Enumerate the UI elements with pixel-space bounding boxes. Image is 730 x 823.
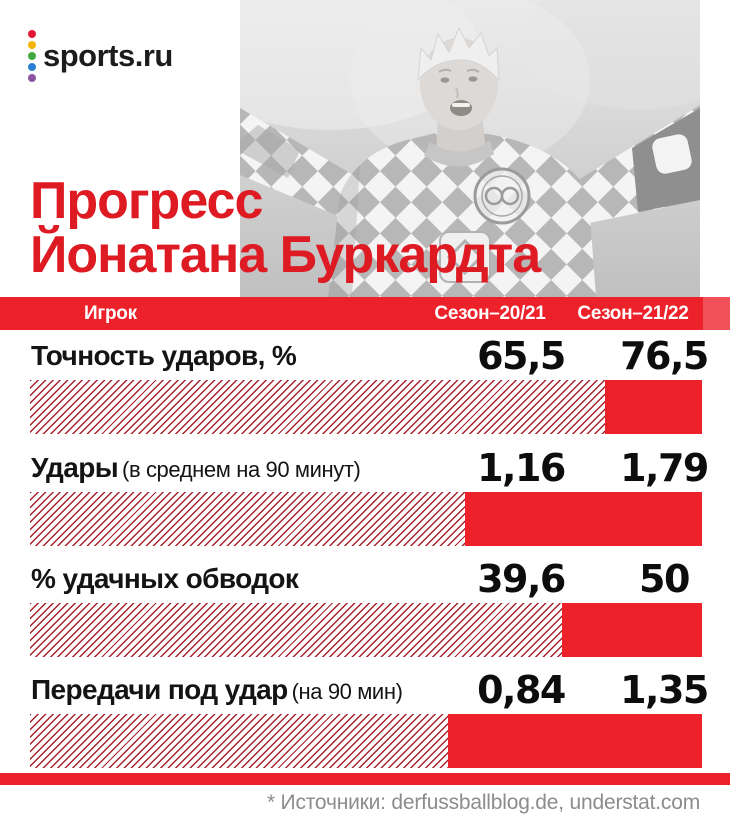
stat-head: Точность ударов, % 65,5 76,5 — [31, 336, 730, 376]
stat-head: Передачи под удар (на 90 мин) 0,84 1,35 — [31, 670, 730, 710]
progress-bar — [30, 492, 702, 546]
stat-note: (на 90 мин) — [291, 679, 403, 704]
stat-row-key-passes: Передачи под удар (на 90 мин) 0,84 1,35 — [0, 670, 730, 770]
stat-value-season-2122: 50 — [639, 557, 690, 601]
page-title: Прогресс Йонатана Буркардта — [30, 172, 541, 284]
stat-value-season-2122: 1,79 — [620, 446, 709, 490]
progress-bar — [30, 603, 702, 657]
progress-bar-delta — [465, 492, 702, 546]
stat-label: Точность ударов, % — [31, 340, 297, 371]
progress-bar — [30, 714, 702, 768]
page-title-line1: Прогресс — [30, 172, 263, 230]
table-header-bar: Игрок Сезон–20/21 Сезон–21/22 — [0, 297, 730, 330]
stat-value-season-2122: 1,35 — [620, 668, 709, 712]
header-fade-overlay — [703, 297, 730, 330]
stat-label: % удачных обводок — [31, 563, 299, 594]
player-photo-art — [240, 0, 700, 297]
progress-bar-delta — [447, 714, 702, 768]
sports-ru-logo: sports.ru — [28, 30, 173, 82]
stat-note: (в среднем на 90 минут) — [122, 457, 361, 482]
stat-head: % удачных обводок 39,6 50 — [31, 559, 730, 599]
stat-head: Удары (в среднем на 90 минут) 1,16 1,79 — [31, 448, 730, 488]
progress-bar — [30, 380, 702, 434]
stat-value-season-2122: 76,5 — [620, 334, 709, 378]
sports-ru-wordmark: sports.ru — [43, 38, 173, 73]
stat-label: Удары — [31, 452, 119, 483]
page-title-line2: Йонатана Буркардта — [30, 226, 541, 284]
progress-bar-delta — [562, 603, 702, 657]
progress-bar-delta — [605, 380, 702, 434]
stat-row-shots-per-90: Удары (в среднем на 90 минут) 1,16 1,79 — [0, 448, 730, 548]
bottom-red-strip — [0, 773, 730, 785]
stat-value-season-2021: 0,84 — [477, 668, 566, 712]
column-header-season-2122: Сезон–21/22 — [577, 303, 689, 324]
stat-value-season-2021: 1,16 — [477, 446, 566, 490]
stat-label: Передачи под удар — [31, 674, 288, 705]
sports-ru-dots-icon — [28, 30, 36, 82]
player-photo — [240, 0, 700, 297]
column-header-season-2021: Сезон–20/21 — [434, 303, 546, 324]
stat-value-season-2021: 65,5 — [477, 334, 566, 378]
sources-note: * Источники: derfussballblog.de, underst… — [266, 791, 700, 814]
stat-row-dribble-success: % удачных обводок 39,6 50 — [0, 559, 730, 659]
stat-row-shot-accuracy: Точность ударов, % 65,5 76,5 — [0, 336, 730, 436]
column-header-player: Игрок — [84, 303, 137, 324]
stat-value-season-2021: 39,6 — [477, 557, 566, 601]
